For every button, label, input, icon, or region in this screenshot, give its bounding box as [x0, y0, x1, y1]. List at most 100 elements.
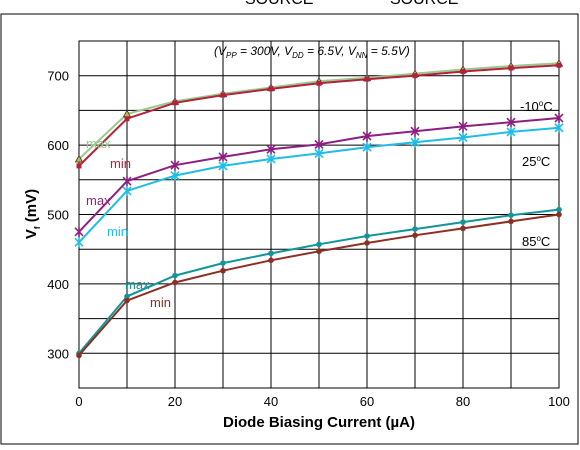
- data-point: [268, 257, 274, 264]
- temp-label-minus10: -10oC: [520, 99, 553, 114]
- y-tick-label: 600: [47, 138, 69, 153]
- y-axis-title: Vf (mV): [23, 189, 42, 239]
- y-tick-label: 700: [47, 69, 69, 84]
- data-point: [314, 148, 324, 159]
- data-point: [170, 170, 180, 181]
- data-point: [266, 153, 276, 164]
- temp-85-unit: C: [541, 234, 550, 249]
- data-point: [74, 226, 84, 237]
- series-2: [74, 113, 564, 237]
- x-axis-title: Diode Biasing Current (µA): [223, 414, 415, 431]
- temp-25-degree: o: [536, 154, 541, 163]
- label-25-max: max: [86, 193, 111, 208]
- data-point: [460, 219, 466, 225]
- data-point: [124, 116, 130, 122]
- data-point: [508, 218, 514, 225]
- data-point: [218, 160, 228, 171]
- temp-85-degree: o: [536, 234, 541, 243]
- conditions-dd-sub: DD: [292, 51, 304, 60]
- temp-minus10-value: -10: [520, 99, 539, 114]
- data-point: [268, 250, 274, 257]
- data-point: [410, 137, 420, 148]
- conditions-dd-val: = 6.5V, V: [304, 44, 357, 58]
- grid-layer: [79, 41, 559, 388]
- data-point: [124, 293, 130, 300]
- series-3: [74, 122, 564, 248]
- y-tick-labels: 300 400 500 600 700: [47, 69, 69, 362]
- data-point: [460, 225, 466, 232]
- data-point: [556, 211, 562, 218]
- data-point: [314, 139, 324, 150]
- data-point: [172, 272, 178, 279]
- data-point: [508, 212, 514, 218]
- data-point: [124, 297, 130, 304]
- data-point: [556, 62, 562, 68]
- conditions-pp-sub: PP: [226, 51, 237, 60]
- data-point: [508, 65, 514, 71]
- y-tick-label: 300: [47, 346, 69, 361]
- temp-label-25: 25oC: [522, 154, 550, 169]
- temp-minus10-degree: o: [539, 99, 544, 108]
- x-tick-label: 80: [456, 394, 470, 409]
- label-85-min: min: [150, 295, 171, 310]
- data-point: [412, 226, 418, 232]
- x-tick-labels: 0 20 40 60 80 100: [75, 394, 569, 409]
- data-point: [74, 237, 84, 248]
- data-point: [362, 142, 372, 153]
- data-point: [220, 260, 226, 266]
- x-tick-label: 0: [75, 394, 82, 409]
- data-point: [122, 176, 132, 187]
- temp-25-unit: C: [541, 154, 550, 169]
- x-tick-label: 100: [548, 394, 570, 409]
- data-point: [316, 80, 322, 86]
- conditions-text: (VPP = 300V, VDD = 6.5V, VNN = 5.5V): [214, 44, 410, 60]
- data-point: [170, 160, 180, 171]
- data-point: [122, 185, 132, 196]
- y-axis-title-main: V: [23, 229, 40, 239]
- conditions-pp-val: = 300V, V: [237, 44, 293, 58]
- data-point: [74, 154, 84, 163]
- data-point: [218, 151, 228, 162]
- x-tick-label: 40: [264, 394, 278, 409]
- data-point: [556, 206, 562, 213]
- label-25-min: min: [107, 224, 128, 239]
- data-point: [458, 132, 468, 143]
- data-point: [172, 100, 178, 106]
- conditions-nn-val: = 5.5V): [367, 44, 409, 58]
- data-point: [506, 117, 516, 128]
- data-point: [266, 144, 276, 155]
- header-fragment-left: SOURCE: [245, 0, 313, 8]
- data-point: [316, 248, 322, 255]
- x-tick-label: 60: [360, 394, 374, 409]
- data-point: [554, 122, 564, 133]
- data-point: [172, 279, 178, 286]
- y-axis-title-unit: (mV): [23, 189, 40, 227]
- data-point: [362, 131, 372, 142]
- data-point: [554, 113, 564, 124]
- y-tick-label: 500: [47, 208, 69, 223]
- x-tick-label: 20: [168, 394, 182, 409]
- series-1: [76, 62, 562, 169]
- y-tick-label: 400: [47, 277, 69, 292]
- data-point: [268, 86, 274, 92]
- header-fragment-right: SOURCE: [390, 0, 458, 8]
- data-point: [364, 240, 370, 246]
- series-5: [76, 211, 562, 359]
- data-point: [410, 126, 420, 137]
- data-point: [412, 73, 418, 79]
- label-minus10-min: min: [110, 156, 131, 171]
- conditions-nn-sub: NN: [356, 51, 368, 60]
- data-point: [460, 69, 466, 75]
- y-axis-title-sub: f: [33, 226, 42, 229]
- data-point: [506, 126, 516, 137]
- data-point: [412, 232, 418, 239]
- temp-85-value: 85: [522, 234, 536, 249]
- label-85-max: max: [125, 277, 150, 292]
- conditions-open: (V: [214, 44, 227, 58]
- data-point: [364, 76, 370, 82]
- data-point: [458, 121, 468, 132]
- data-point: [76, 163, 82, 169]
- data-point: [364, 233, 370, 239]
